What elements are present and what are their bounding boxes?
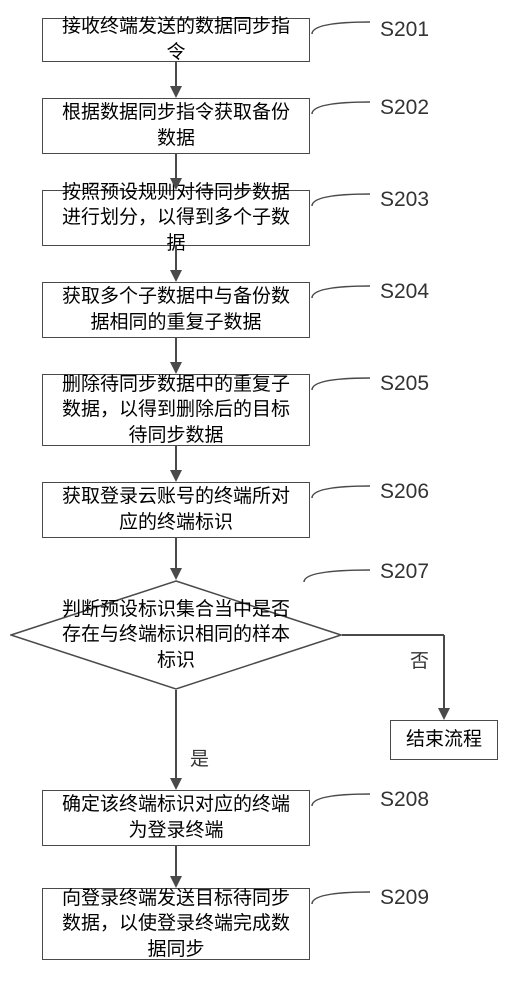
step-label-s204: S204 <box>380 280 429 304</box>
leader-line <box>302 566 374 586</box>
branch-label-yes: 是 <box>190 744 209 771</box>
node-text: 接收终端发送的数据同步指令 <box>53 14 299 65</box>
leader-line <box>310 282 374 302</box>
step-label-s206: S206 <box>380 480 429 504</box>
node-text: 判断预设标识集合当中是否存在与终端标识相同的样本标识 <box>10 580 342 690</box>
flow-node-s204: 获取多个子数据中与备份数据相同的重复子数据 <box>42 282 310 338</box>
arrowhead-down <box>170 178 182 190</box>
node-text: 向登录终端发送目标待同步数据，以使登录终端完成数据同步 <box>53 886 299 963</box>
arrowhead-down <box>170 362 182 374</box>
step-label-s205: S205 <box>380 372 429 396</box>
arrowhead-down <box>170 86 182 98</box>
node-text: 删除待同步数据中的重复子数据，以得到删除后的目标待同步数据 <box>53 372 299 449</box>
edge-s206-s207 <box>175 538 177 570</box>
node-text: 获取多个子数据中与备份数据相同的重复子数据 <box>53 284 299 335</box>
flow-decision-s207: 判断预设标识集合当中是否存在与终端标识相同的样本标识 <box>10 580 342 690</box>
node-text: 按照预设规则对待同步数据进行划分，以得到多个子数据 <box>53 180 299 257</box>
edge-s201-s202 <box>175 62 177 88</box>
step-label-s201: S201 <box>380 18 429 42</box>
node-text: 根据数据同步指令获取备份数据 <box>53 100 299 151</box>
flowchart-container: 接收终端发送的数据同步指令 S201 根据数据同步指令获取备份数据 S202 按照预设规… <box>0 0 508 1000</box>
edge-s203-s204 <box>175 246 177 272</box>
leader-line <box>310 888 374 908</box>
edge-vert-s207-end <box>443 635 445 710</box>
arrowhead-down <box>170 778 182 790</box>
leader-line <box>310 18 374 38</box>
edge-s208-s209 <box>175 846 177 878</box>
step-label-s207: S207 <box>380 560 429 584</box>
leader-line <box>310 790 374 810</box>
arrowhead-down <box>170 470 182 482</box>
leader-line <box>310 98 374 118</box>
branch-label-no: 否 <box>410 646 429 673</box>
flow-node-s208: 确定该终端标识对应的终端为登录终端 <box>42 790 310 846</box>
flow-node-s201: 接收终端发送的数据同步指令 <box>42 18 310 62</box>
step-label-s209: S209 <box>380 886 429 910</box>
flow-node-s206: 获取登录云账号的终端所对应的终端标识 <box>42 482 310 538</box>
step-label-s208: S208 <box>380 788 429 812</box>
edge-s207-end <box>342 634 444 636</box>
leader-line <box>310 374 374 394</box>
flow-node-s205: 删除待同步数据中的重复子数据，以得到删除后的目标待同步数据 <box>42 374 310 446</box>
arrowhead-down <box>170 568 182 580</box>
flow-node-s202: 根据数据同步指令获取备份数据 <box>42 98 310 154</box>
step-label-s202: S202 <box>380 96 429 120</box>
node-text: 获取登录云账号的终端所对应的终端标识 <box>53 484 299 535</box>
flow-node-s203: 按照预设规则对待同步数据进行划分，以得到多个子数据 <box>42 190 310 246</box>
arrowhead-down <box>170 876 182 888</box>
edge-s207-s208 <box>175 690 177 780</box>
flow-node-end: 结束流程 <box>390 720 498 760</box>
step-label-s203: S203 <box>380 188 429 212</box>
leader-line <box>310 482 374 502</box>
node-text: 结束流程 <box>406 727 482 753</box>
edge-s205-s206 <box>175 446 177 472</box>
leader-line <box>310 190 374 210</box>
flow-node-s209: 向登录终端发送目标待同步数据，以使登录终端完成数据同步 <box>42 888 310 960</box>
arrowhead-down <box>170 270 182 282</box>
edge-s204-s205 <box>175 338 177 364</box>
node-text: 确定该终端标识对应的终端为登录终端 <box>53 792 299 843</box>
edge-s202-s203 <box>175 154 177 180</box>
arrowhead-down <box>438 708 450 720</box>
